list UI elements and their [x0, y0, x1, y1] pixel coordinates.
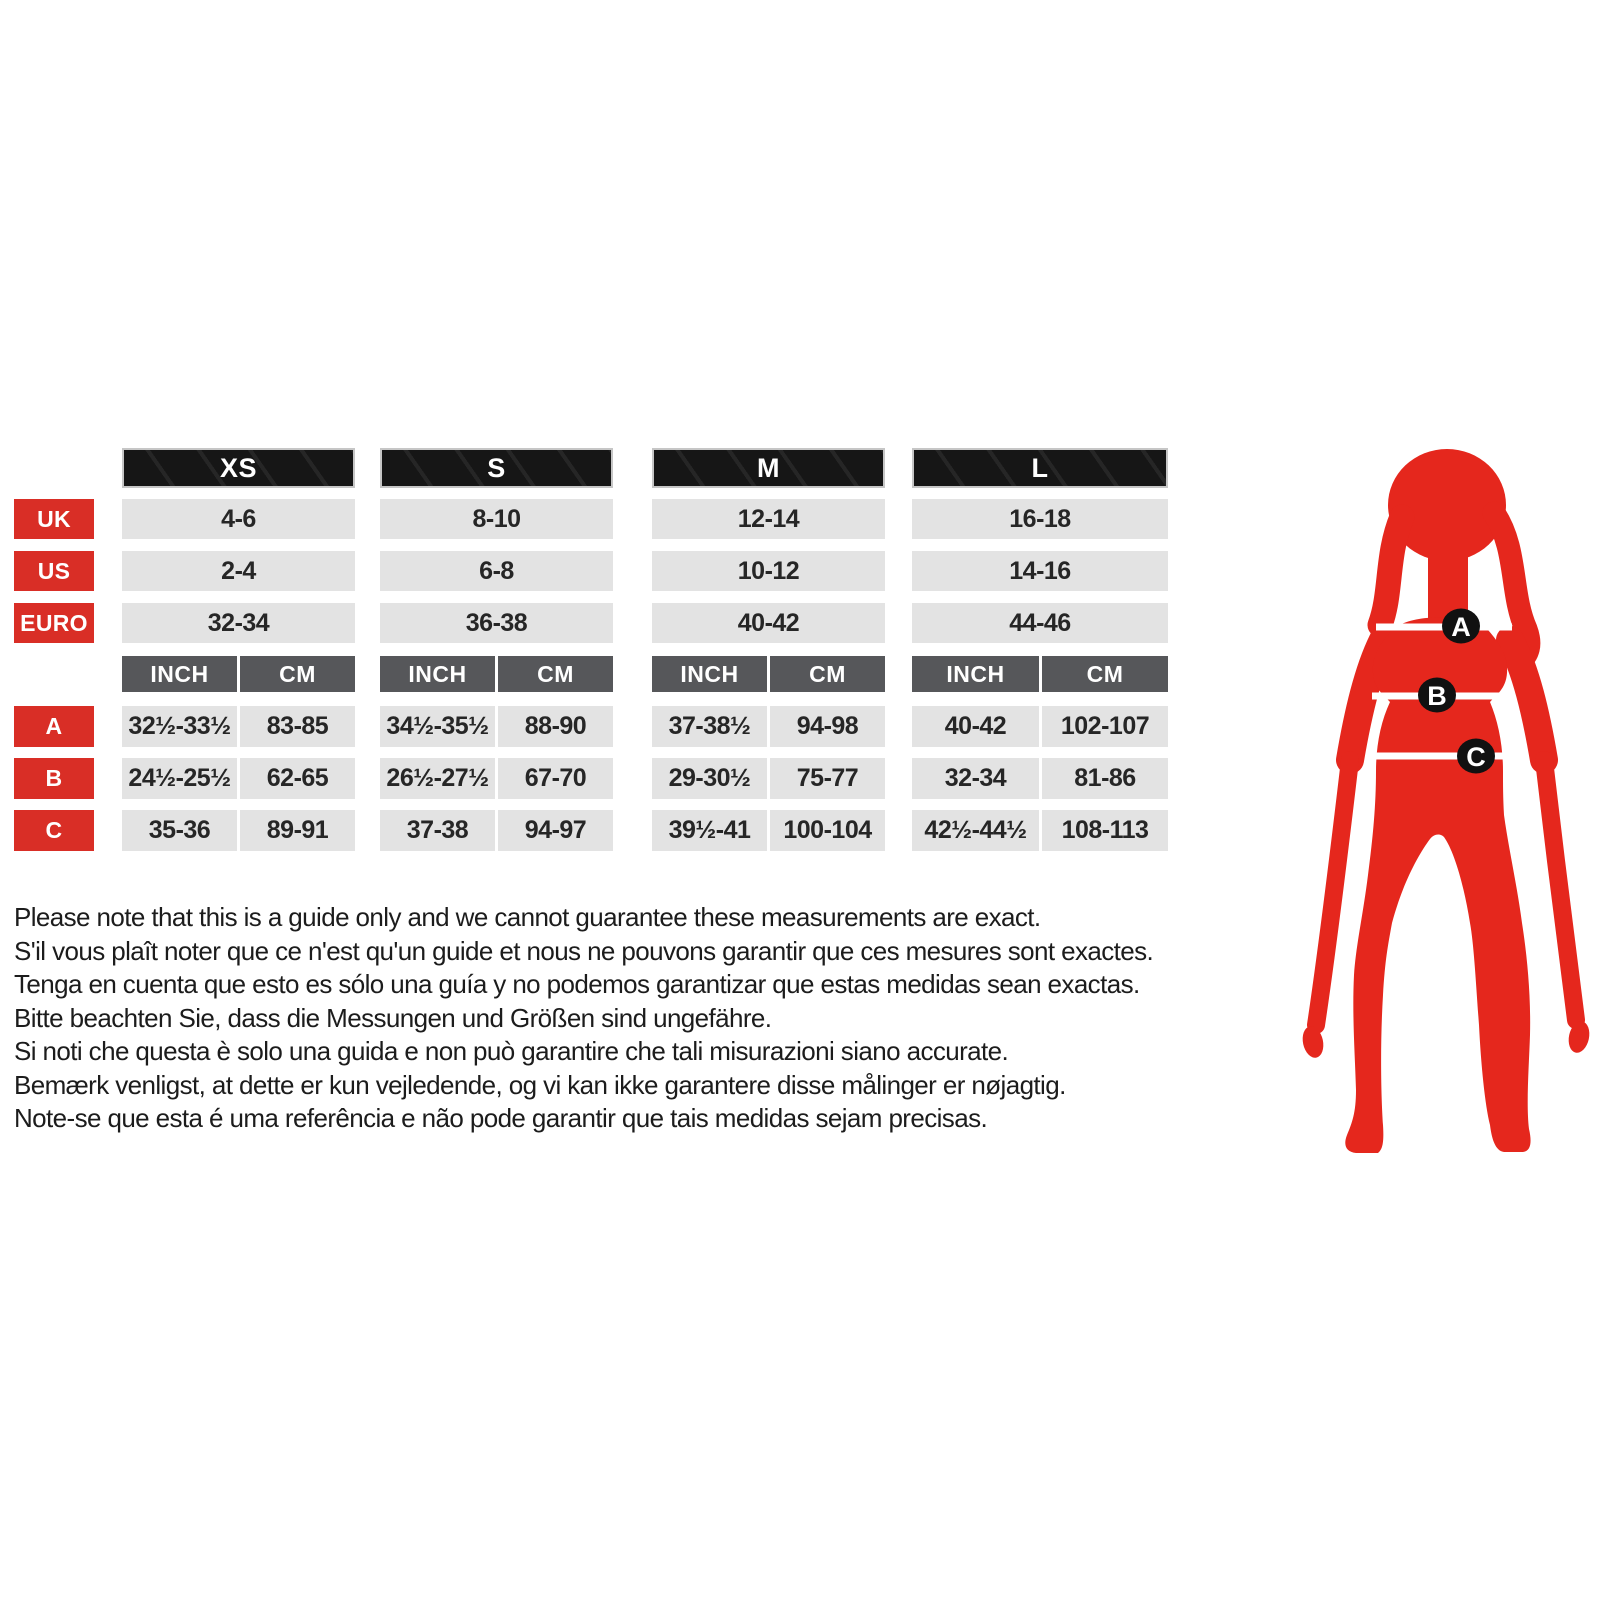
cell-c-m-cm: 100-104: [770, 810, 885, 851]
note-it: Si noti che questa è solo una guida e no…: [14, 1036, 1009, 1066]
note-es: Tenga en cuenta que esto es sólo una guí…: [14, 969, 1140, 999]
cell-us-xs: 2-4: [122, 551, 355, 591]
unit-header-inch-l: INCH: [912, 656, 1039, 692]
cell-a-m-cm: 94-98: [770, 706, 885, 747]
cell-uk-s: 8-10: [380, 499, 613, 539]
unit-header-inch-m: INCH: [652, 656, 767, 692]
size-header-l: L: [912, 448, 1168, 488]
cell-c-l-inch: 42½-44½: [912, 810, 1039, 851]
note-de: Bitte beachten Sie, dass die Messungen u…: [14, 1002, 772, 1033]
size-header-m: M: [652, 448, 885, 488]
unit-header-cm-m: CM: [770, 656, 885, 692]
cell-b-xs-inch: 24½-25½: [122, 758, 237, 799]
cell-a-l-inch: 40-42: [912, 706, 1039, 747]
unit-header-cm-s: CM: [498, 656, 613, 692]
note-fr: S'il vous plaît noter que ce n'est qu'un…: [14, 935, 1154, 966]
cell-b-s-cm: 67-70: [498, 758, 613, 799]
cell-a-xs-cm: 83-85: [240, 706, 355, 747]
cell-c-xs-inch: 35-36: [122, 810, 237, 851]
hair-left: [1367, 504, 1415, 638]
cell-a-s-cm: 88-90: [498, 706, 613, 747]
cell-b-m-inch: 29-30½: [652, 758, 767, 799]
cell-uk-l: 16-18: [912, 499, 1168, 539]
cell-uk-m: 12-14: [652, 499, 885, 539]
neck: [1428, 533, 1468, 623]
cell-b-m-cm: 75-77: [770, 758, 885, 799]
cell-us-l: 14-16: [912, 551, 1168, 591]
marker-c-label: C: [1466, 742, 1486, 772]
cell-c-l-cm: 108-113: [1042, 810, 1168, 851]
row-label-euro: EURO: [14, 603, 94, 643]
right-forearm: [1535, 751, 1585, 1029]
cell-b-l-cm: 81-86: [1042, 758, 1168, 799]
marker-b-label: B: [1427, 681, 1447, 711]
cell-us-m: 10-12: [652, 551, 885, 591]
cell-b-l-inch: 32-34: [912, 758, 1039, 799]
right-hand: [1568, 1021, 1590, 1053]
row-label-c: C: [14, 810, 94, 851]
unit-header-inch-s: INCH: [380, 656, 495, 692]
cell-euro-l: 44-46: [912, 603, 1168, 643]
marker-c-badge: C: [1457, 738, 1495, 774]
size-header-xs: XS: [122, 448, 355, 488]
cell-euro-m: 40-42: [652, 603, 885, 643]
unit-header-cm-l: CM: [1042, 656, 1168, 692]
note-en: Please note that this is a guide only an…: [14, 902, 1041, 932]
marker-a-badge: A: [1442, 608, 1480, 644]
cell-uk-xs: 4-6: [122, 499, 355, 539]
cell-us-s: 6-8: [380, 551, 613, 591]
cell-b-s-inch: 26½-27½: [380, 758, 495, 799]
cell-c-m-inch: 39½-41: [652, 810, 767, 851]
cell-a-s-inch: 34½-35½: [380, 706, 495, 747]
unit-header-inch-xs: INCH: [122, 656, 237, 692]
row-label-a: A: [14, 706, 94, 747]
row-label-us: US: [14, 551, 94, 591]
cell-euro-s: 36-38: [380, 603, 613, 643]
cell-euro-xs: 32-34: [122, 603, 355, 643]
cell-c-xs-cm: 89-91: [240, 810, 355, 851]
head: [1388, 449, 1506, 561]
cell-c-s-inch: 37-38: [380, 810, 495, 851]
right-arm: [1496, 626, 1558, 774]
marker-b-badge: B: [1418, 677, 1456, 713]
note-da: Bemærk venligst, at dette er kun vejlede…: [14, 1069, 1066, 1100]
disclaimer-notes: Please note that this is a guide only an…: [14, 901, 1164, 1136]
row-label-b: B: [14, 758, 94, 799]
left-hand: [1302, 1026, 1324, 1058]
female-silhouette-figure: A B C: [1302, 449, 1590, 1153]
note-pt: Note-se que esta é uma referência e não …: [14, 1103, 988, 1133]
cell-b-xs-cm: 62-65: [240, 758, 355, 799]
cell-a-l-cm: 102-107: [1042, 706, 1168, 747]
left-forearm: [1307, 751, 1359, 1034]
unit-header-cm-xs: CM: [240, 656, 355, 692]
marker-a-label: A: [1451, 612, 1471, 642]
cell-c-s-cm: 94-97: [498, 810, 613, 851]
size-header-s: S: [380, 448, 613, 488]
row-label-uk: UK: [14, 499, 94, 539]
cell-a-xs-inch: 32½-33½: [122, 706, 237, 747]
cell-a-m-inch: 37-38½: [652, 706, 767, 747]
